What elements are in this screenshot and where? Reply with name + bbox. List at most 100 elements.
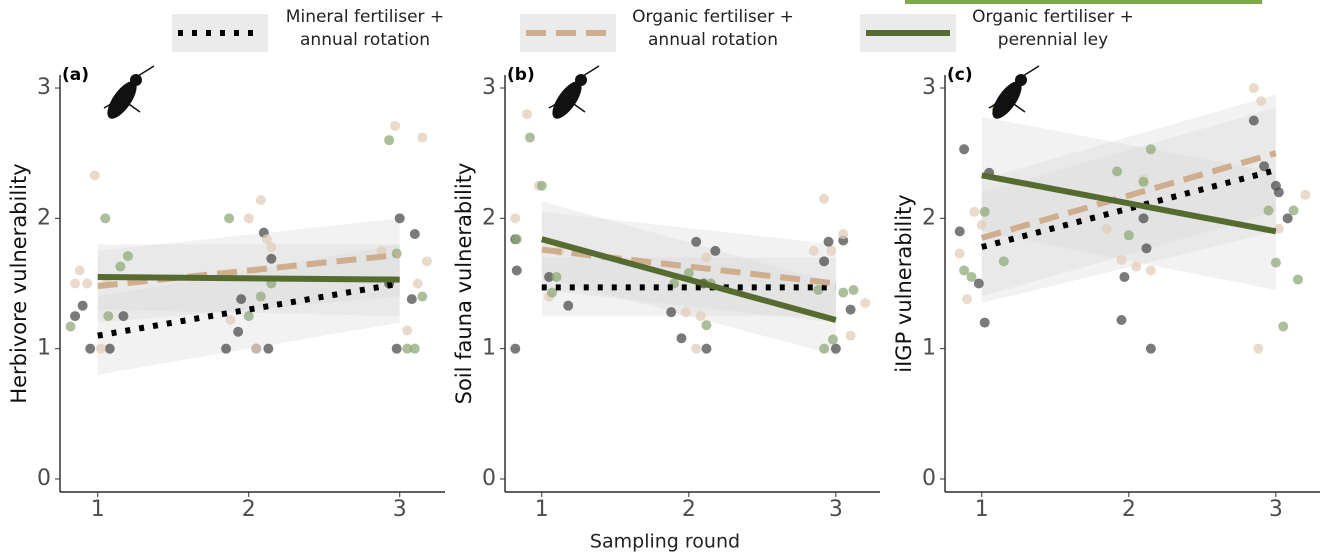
data-point [819, 193, 830, 204]
confidence-band [541, 211, 836, 323]
y-tick-label: 3 [37, 75, 51, 100]
data-point [406, 294, 417, 305]
data-point [710, 245, 721, 256]
icon-antenna [137, 65, 155, 77]
data-point [236, 294, 247, 305]
data-point [85, 343, 96, 354]
data-point [860, 298, 871, 309]
data-point [77, 300, 88, 311]
legend-label: Organic fertiliser + perennial ley [972, 7, 1134, 50]
data-point [838, 228, 849, 239]
data-point [998, 256, 1009, 267]
data-point [1273, 187, 1284, 198]
data-point [1282, 213, 1293, 224]
insect-icon [988, 65, 1040, 119]
data-point [115, 261, 126, 272]
legend-key [520, 14, 616, 52]
data-point [118, 311, 129, 322]
data-point [1273, 223, 1284, 234]
y-tick-label: 0 [37, 466, 51, 491]
y-tick-label: 2 [922, 205, 936, 230]
y-tick-label: 1 [922, 336, 936, 361]
data-point [100, 213, 111, 224]
data-point [1131, 261, 1142, 272]
panel-label: (c) [947, 65, 973, 85]
y-axis-label: Soil fauna vulnerability [452, 163, 476, 405]
icon-leg [570, 101, 586, 113]
data-point [1101, 223, 1112, 234]
data-point [1270, 257, 1281, 268]
data-point [827, 334, 838, 345]
data-point [813, 285, 824, 296]
data-point [225, 314, 236, 325]
y-tick-label: 2 [37, 205, 51, 230]
x-tick-label: 2 [682, 497, 696, 522]
data-point [691, 343, 702, 354]
data-point [243, 311, 254, 322]
data-point [979, 317, 990, 328]
data-point [65, 321, 76, 332]
data-point [1278, 321, 1289, 332]
data-point [838, 287, 849, 298]
data-point [1145, 343, 1156, 354]
data-point [551, 271, 562, 282]
data-point [122, 251, 133, 262]
data-point [82, 278, 93, 289]
icon-body [552, 81, 582, 119]
data-point [412, 278, 423, 289]
data-point [1288, 205, 1299, 216]
data-point [522, 109, 533, 120]
data-point [563, 300, 574, 311]
data-point [409, 343, 420, 354]
insect-icon [103, 65, 155, 119]
data-point [954, 226, 965, 237]
data-point [251, 343, 262, 354]
data-point [394, 213, 405, 224]
data-point [391, 343, 402, 354]
data-point [1256, 96, 1267, 107]
data-point [976, 219, 987, 230]
data-point [536, 180, 547, 191]
icon-leg [1010, 101, 1026, 113]
x-tick-label: 3 [829, 497, 843, 522]
data-point [1123, 230, 1134, 241]
legend-key [860, 14, 956, 52]
data-point [89, 170, 100, 181]
data-point [255, 195, 266, 206]
data-point [680, 307, 691, 318]
y-tick-label: 0 [922, 466, 936, 491]
data-point [417, 291, 428, 302]
data-point [390, 120, 401, 131]
data-point [1138, 176, 1149, 187]
data-point [1138, 213, 1149, 224]
data-point [969, 206, 980, 217]
data-point [1292, 274, 1303, 285]
legend-key [172, 14, 268, 52]
legend-label: Organic fertiliser + annual rotation [632, 7, 794, 50]
x-tick-label: 3 [1269, 497, 1283, 522]
data-point [547, 287, 558, 298]
icon-body [992, 81, 1022, 119]
data-point [1145, 265, 1156, 276]
y-tick-label: 2 [482, 205, 496, 230]
data-point [1141, 243, 1152, 254]
data-point [819, 343, 830, 354]
y-axis-label: iIGP vulnerability [892, 194, 916, 372]
data-point [221, 343, 232, 354]
data-point [1253, 343, 1264, 354]
data-point [845, 304, 856, 315]
data-point [243, 213, 254, 224]
data-point [826, 245, 837, 256]
data-point [1263, 205, 1274, 216]
data-point [1248, 115, 1259, 126]
data-point [676, 333, 687, 344]
data-point [979, 206, 990, 217]
x-tick-label: 1 [91, 497, 105, 522]
trend-line [981, 167, 1277, 250]
data-point [695, 311, 706, 322]
data-point [1259, 161, 1270, 172]
data-point [261, 234, 272, 245]
icon-head [1015, 74, 1027, 86]
data-point [848, 285, 859, 296]
